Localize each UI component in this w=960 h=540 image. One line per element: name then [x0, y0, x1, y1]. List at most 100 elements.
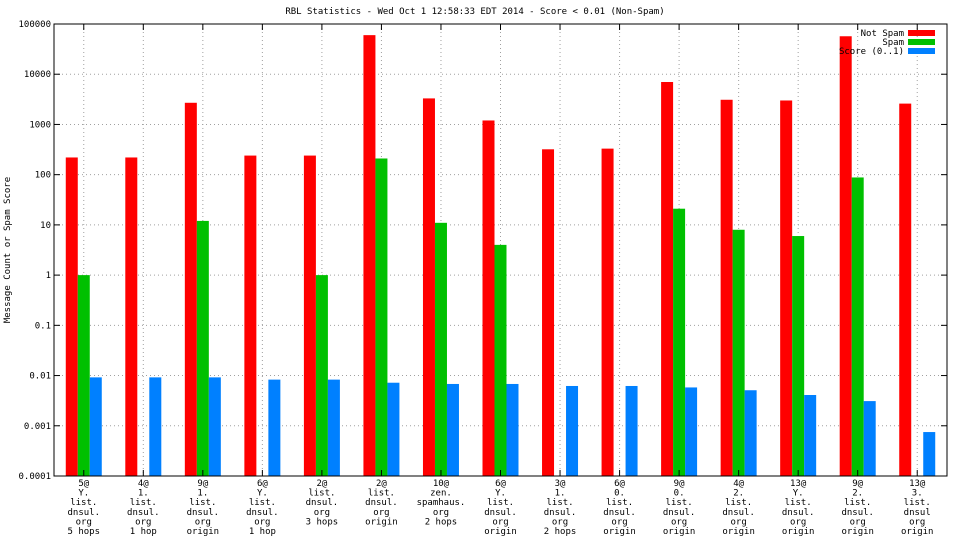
x-tick-label-line: org — [314, 508, 330, 518]
bar-score-0-1 — [863, 401, 876, 476]
x-tick-label-line: org — [611, 517, 627, 527]
x-tick-label-line: 3 hops — [306, 517, 339, 527]
x-tick-label: 9@ 1. list. dnsul. org origin — [187, 479, 220, 537]
x-tick-label: 2@ list. dnsul. org 3 hops — [306, 479, 339, 527]
x-tick-label: 4@ 2. list. dnsul. org origin — [722, 479, 755, 537]
x-tick-label-line: org — [790, 517, 806, 527]
y-tick-label: 100000 — [18, 20, 51, 30]
x-tick-label: 10@ zen. spamhaus. org 2 hops — [417, 479, 466, 527]
x-tick-label: 9@ 0. list. dnsul. org origin — [663, 479, 696, 537]
bar-spam — [494, 244, 507, 476]
x-tick-label-line: 3@ — [555, 479, 566, 489]
x-tick-label-line: list. — [785, 498, 812, 508]
x-tick-label-line: 2 hops — [425, 517, 458, 527]
x-tick-label-line: list. — [725, 498, 752, 508]
x-tick-label-line: org — [671, 517, 687, 527]
x-tick-label-line: org — [731, 517, 747, 527]
x-tick-label-line: 1. — [555, 489, 566, 499]
x-tick-label-line: 2@ — [316, 479, 327, 489]
x-tick-label-line: 1 hop — [130, 527, 157, 537]
x-tick-label: 5@ Y. list. dnsul. org 5 hops — [68, 479, 101, 537]
bar-not-spam — [363, 35, 376, 477]
x-tick-label: 9@ 2. list. dnsul. org origin — [841, 479, 874, 537]
x-tick-label: 6@ Y. list. dnsul. org 1 hop — [246, 479, 279, 537]
x-tick-label-line: 4@ — [138, 479, 149, 489]
x-tick-label-line: list. — [546, 498, 573, 508]
legend-label: Spam — [882, 38, 904, 48]
x-tick-label-line: 0. — [614, 489, 625, 499]
x-tick-label-line: zen. — [430, 489, 452, 499]
bar-score-0-1 — [923, 432, 936, 476]
x-tick-label-line: origin — [841, 527, 874, 537]
x-tick-label-line: 2 hops — [544, 527, 577, 537]
x-tick-label-line: origin — [603, 527, 636, 537]
x-tick-label-line: Y. — [78, 489, 89, 499]
x-tick-label: 2@ list. dnsul. org origin — [365, 479, 398, 527]
bar-not-spam — [65, 157, 78, 477]
x-tick-label-line: dnsul. — [841, 508, 874, 518]
x-tick-label-line: dnsul — [904, 508, 931, 518]
x-tick-label-line: org — [195, 517, 211, 527]
x-tick-label-line: list. — [666, 498, 693, 508]
bar-score-0-1 — [804, 395, 817, 476]
x-tick-label-line: org — [254, 517, 270, 527]
bar-score-0-1 — [208, 377, 221, 476]
x-tick-label-line: 5 hops — [68, 527, 101, 537]
bar-spam — [196, 220, 209, 476]
x-tick-label-line: origin — [901, 527, 934, 537]
x-tick-label-line: origin — [663, 527, 696, 537]
legend-label: Not Spam — [861, 29, 904, 39]
bar-not-spam — [125, 157, 138, 477]
x-tick-label-line: org — [433, 508, 449, 518]
x-tick-label: 4@ 1. list. dnsul. org 1 hop — [127, 479, 160, 537]
legend-swatch — [908, 30, 935, 36]
x-tick-label: 13@ Y. list. dnsul. org origin — [782, 479, 815, 537]
x-tick-label-line: dnsul. — [306, 498, 339, 508]
x-tick-label-line: origin — [484, 527, 517, 537]
bar-spam — [851, 177, 864, 476]
x-tick-label-line: list. — [904, 498, 931, 508]
x-tick-label-line: Y. — [257, 489, 268, 499]
legend-label: Score (0..1) — [839, 47, 904, 57]
x-tick-label-line: 3. — [912, 489, 923, 499]
x-tick-label-line: origin — [782, 527, 815, 537]
x-tick-label-line: spamhaus. — [417, 498, 466, 508]
x-tick-label-line: 5@ — [78, 479, 89, 489]
bar-not-spam — [482, 120, 495, 477]
x-tick-label-line: dnsul. — [782, 508, 815, 518]
x-tick-label-line: 4@ — [733, 479, 744, 489]
y-tick-label: 10 — [40, 221, 51, 231]
x-tick-label: 6@ Y. list. dnsul. org origin — [484, 479, 517, 537]
bar-spam — [77, 275, 90, 476]
x-tick-label-line: org — [135, 517, 151, 527]
bar-score-0-1 — [327, 379, 340, 476]
x-tick-label-line: 2. — [733, 489, 744, 499]
x-tick-label-line: org — [552, 517, 568, 527]
bar-score-0-1 — [149, 377, 162, 476]
x-tick-label-line: 9@ — [852, 479, 863, 489]
bar-score-0-1 — [446, 383, 459, 476]
bar-spam — [673, 208, 686, 477]
legend-swatch — [908, 39, 935, 45]
bar-score-0-1 — [744, 390, 757, 476]
x-tick-label-line: 6@ — [495, 479, 506, 489]
bar-not-spam — [244, 155, 257, 477]
bar-not-spam — [422, 98, 435, 477]
bar-spam — [732, 229, 745, 476]
bar-score-0-1 — [566, 385, 579, 476]
x-tick-label-line: list. — [130, 498, 157, 508]
x-tick-label-line: 6@ — [614, 479, 625, 489]
legend-swatch — [908, 48, 935, 54]
x-tick-label-line: 10@ — [433, 479, 450, 489]
x-tick-label-line: 0. — [674, 489, 685, 499]
x-tick-label-line: org — [850, 517, 866, 527]
x-tick-label-line: 6@ — [257, 479, 268, 489]
y-tick-label: 1000 — [29, 120, 51, 130]
x-tick-label-line: dnsul. — [246, 508, 279, 518]
bar-spam — [315, 275, 328, 476]
x-tick-label-line: 1. — [197, 489, 208, 499]
x-tick-label-line: origin — [365, 517, 398, 527]
bars — [65, 35, 936, 477]
x-tick-label-line: 2@ — [376, 479, 387, 489]
